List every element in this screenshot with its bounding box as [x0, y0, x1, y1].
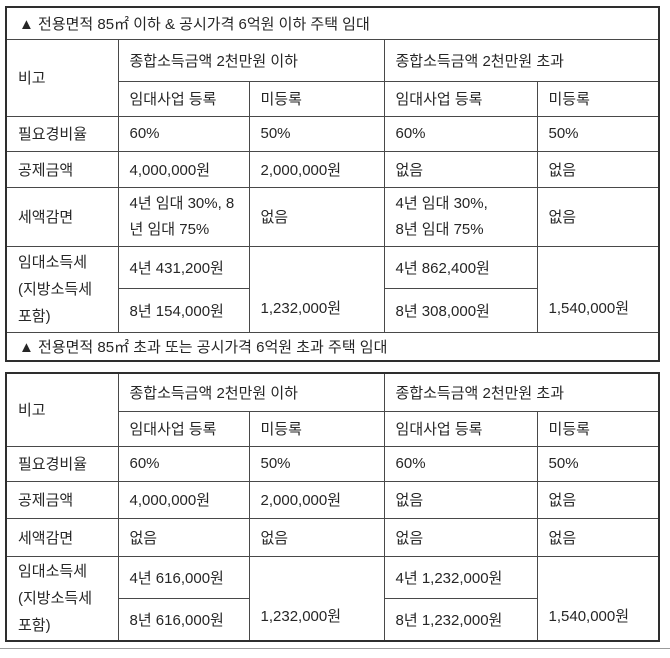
header-income-low-cell: 종합소득금액 2천만원 이하 [117, 372, 385, 412]
cell-rental-tax-high-registered-4yr: 4년 862,400원 [383, 245, 538, 289]
header-registered-low-cell: 임대사업 등록 [117, 410, 250, 447]
table-row: 공제금액 4,000,000원 2,000,000원 없음 없음 [5, 150, 660, 188]
table-row: 임대소득세 (지방소득세 포함) 4년 616,000원 1,232,000원 … [5, 555, 660, 642]
row-label-rental-tax: 임대소득세 (지방소득세 포함) [5, 245, 119, 333]
table-row: 공제금액 4,000,000원 2,000,000원 없음 없음 [5, 480, 660, 519]
cell-expense-rate-1: 60% [117, 445, 250, 482]
cell-rental-tax-high-unregistered: 1,540,000원 [536, 555, 660, 642]
cell-rental-tax-low-unregistered: 1,232,000원 [248, 245, 385, 333]
table-under-85sqm: ▲ 전용면적 85㎡ 이하 & 공시가격 6억원 이하 주택 임대 비고 종합소… [5, 6, 661, 362]
table-row: 비고 종합소득금액 2천만원 이하 종합소득금액 2천만원 초과 [5, 372, 660, 447]
cell-deduction-4: 없음 [536, 480, 660, 519]
cell-rental-tax-low-registered-8yr: 8년 616,000원 [117, 597, 250, 642]
table-over-85sqm: 비고 종합소득금액 2천만원 이하 종합소득금액 2천만원 초과 임대사업 등록… [5, 372, 661, 642]
header-registered-low-cell: 임대사업 등록 [117, 80, 250, 117]
cell-rental-tax-low-registered-8yr: 8년 154,000원 [117, 287, 250, 333]
cell-rental-tax-low-unregistered: 1,232,000원 [248, 555, 385, 642]
header-unregistered-low-cell: 미등록 [248, 410, 385, 447]
cell-tax-reduction-2: 없음 [248, 517, 385, 557]
table-row: ▲ 전용면적 85㎡ 이하 & 공시가격 6억원 이하 주택 임대 [5, 6, 660, 40]
cell-expense-rate-2: 50% [248, 445, 385, 482]
cell-tax-reduction-1: 없음 [117, 517, 250, 557]
table-row: 필요경비율 60% 50% 60% 50% [5, 115, 660, 152]
cell-deduction-1: 4,000,000원 [117, 480, 250, 519]
table-row: 8년 154,000원 8년 308,000원 [6, 287, 659, 333]
cell-tax-reduction-3: 4년 임대 30%, 8년 임대 75% [383, 186, 538, 247]
header-registered-high-cell: 임대사업 등록 [383, 80, 538, 117]
header-unregistered-low-cell: 미등록 [248, 80, 385, 117]
header-unregistered-high-cell: 미등록 [536, 80, 660, 117]
row-label-deduction: 공제금액 [5, 150, 119, 188]
cell-tax-reduction-2: 없음 [248, 186, 385, 247]
cell-deduction-3: 없음 [383, 150, 538, 188]
table-row: 비고 종합소득금액 2천만원 이하 종합소득금액 2천만원 초과 [5, 38, 660, 117]
header-unregistered-high-cell: 미등록 [536, 410, 660, 447]
cell-rental-tax-high-registered-8yr: 8년 1,232,000원 [383, 597, 538, 642]
header-income-low-cell: 종합소득금액 2천만원 이하 [117, 38, 385, 82]
cell-deduction-4: 없음 [536, 150, 660, 188]
row-label-rental-tax: 임대소득세 (지방소득세 포함) [5, 555, 119, 642]
cell-tax-reduction-3: 없음 [383, 517, 538, 557]
table-row: 필요경비율 60% 50% 60% 50% [5, 445, 660, 482]
cell-expense-rate-3: 60% [383, 445, 538, 482]
cell-rental-tax-low-registered-4yr: 4년 431,200원 [117, 245, 250, 289]
row-label-expense-rate: 필요경비율 [5, 115, 119, 152]
header-income-high-cell: 종합소득금액 2천만원 초과 [383, 372, 660, 412]
row-label-tax-reduction: 세액감면 [5, 186, 119, 247]
cell-tax-reduction-4: 없음 [536, 517, 660, 557]
cell-rental-tax-high-registered-4yr: 4년 1,232,000원 [383, 555, 538, 599]
table-row: ▲ 전용면적 85㎡ 초과 또는 공시가격 6억원 초과 주택 임대 [5, 331, 660, 362]
cell-deduction-2: 2,000,000원 [248, 150, 385, 188]
row-label-tax-reduction: 세액감면 [5, 517, 119, 557]
table-row: 세액감면 없음 없음 없음 없음 [5, 517, 660, 557]
cell-expense-rate-1: 60% [117, 115, 250, 152]
row-label-deduction: 공제금액 [5, 480, 119, 519]
cell-rental-tax-low-registered-4yr: 4년 616,000원 [117, 555, 250, 599]
table-row: 8년 616,000원 8년 1,232,000원 [6, 597, 659, 642]
row-label-expense-rate: 필요경비율 [5, 445, 119, 482]
table-row: 임대사업 등록 미등록 임대사업 등록 미등록 [6, 80, 660, 117]
table-title-over-85: ▲ 전용면적 85㎡ 초과 또는 공시가격 6억원 초과 주택 임대 [5, 331, 660, 362]
cell-tax-reduction-4: 없음 [536, 186, 660, 247]
cell-expense-rate-2: 50% [248, 115, 385, 152]
table-row: 임대소득세 (지방소득세 포함) 4년 431,200원 1,232,000원 … [5, 245, 660, 333]
header-note-cell: 비고 [5, 38, 119, 117]
table-row: 세액감면 4년 임대 30%, 8 년 임대 75% 없음 4년 임대 30%,… [5, 186, 660, 247]
cell-deduction-1: 4,000,000원 [117, 150, 250, 188]
table-row: 임대사업 등록 미등록 임대사업 등록 미등록 [6, 410, 660, 447]
header-note-cell: 비고 [5, 372, 119, 447]
table-title-under-85: ▲ 전용면적 85㎡ 이하 & 공시가격 6억원 이하 주택 임대 [5, 6, 660, 40]
cell-rental-tax-high-unregistered: 1,540,000원 [536, 245, 660, 333]
bottom-divider [0, 648, 670, 649]
cell-deduction-2: 2,000,000원 [248, 480, 385, 519]
header-registered-high-cell: 임대사업 등록 [383, 410, 538, 447]
header-income-high-cell: 종합소득금액 2천만원 초과 [383, 38, 660, 82]
cell-expense-rate-4: 50% [536, 115, 660, 152]
cell-rental-tax-high-registered-8yr: 8년 308,000원 [383, 287, 538, 333]
cell-expense-rate-3: 60% [383, 115, 538, 152]
cell-deduction-3: 없음 [383, 480, 538, 519]
cell-tax-reduction-1: 4년 임대 30%, 8 년 임대 75% [117, 186, 250, 247]
cell-expense-rate-4: 50% [536, 445, 660, 482]
